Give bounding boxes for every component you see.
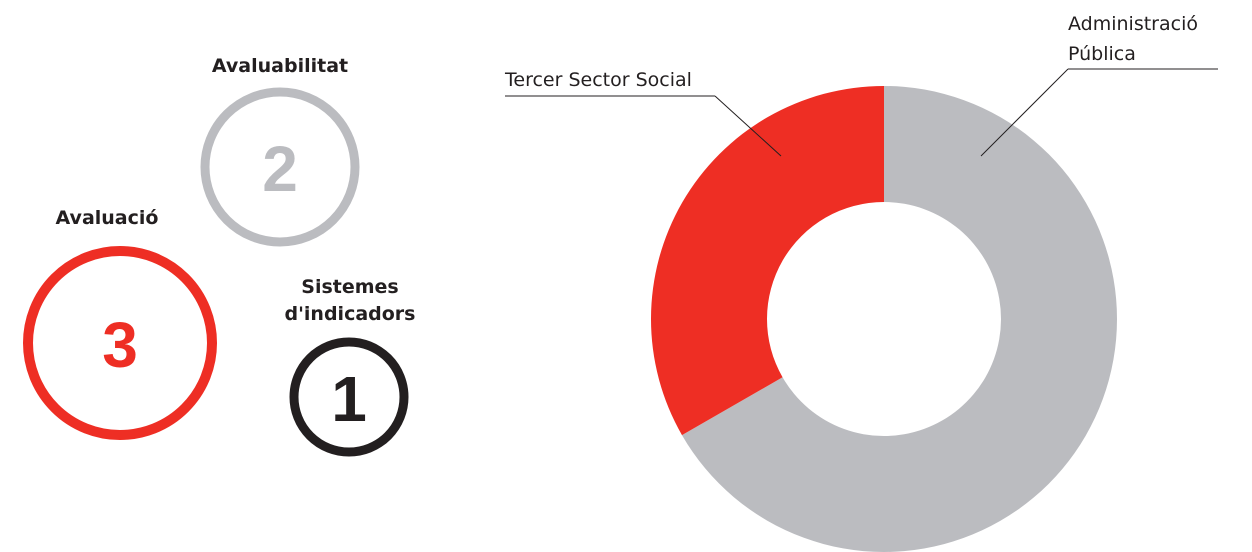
count-avaluabilitat: Avaluabilitat 2 (200, 55, 360, 247)
title-avaluabilitat: Avaluabilitat (212, 55, 348, 77)
donut-chart (650, 85, 1117, 552)
leader-line-tercer-diag (714, 95, 782, 157)
label-tercer-sector: Tercer Sector Social (504, 69, 692, 91)
label-administracio-line2: Pública (1068, 43, 1136, 65)
title-sistemes-line2: d'indicadors (285, 303, 416, 325)
count-sistemes-indicadors: Sistemes d'indicadors 1 (285, 276, 416, 457)
value-avaluabilitat: 2 (262, 133, 298, 205)
donut-slice-0 (681, 86, 1117, 552)
label-administracio-line1: Administració (1068, 13, 1198, 35)
value-sistemes-indicadors: 1 (331, 363, 367, 435)
title-sistemes-line1: Sistemes (301, 276, 398, 298)
donut-slice-1 (650, 85, 884, 436)
ring-avaluacio (23, 246, 217, 440)
value-avaluacio: 3 (102, 309, 138, 381)
count-avaluacio: Avaluació 3 (23, 207, 217, 440)
title-avaluacio: Avaluació (56, 207, 159, 229)
ring-avaluabilitat (200, 87, 360, 247)
leader-line-administracio-diag (980, 68, 1069, 157)
ring-sistemes-indicadors (289, 337, 409, 457)
